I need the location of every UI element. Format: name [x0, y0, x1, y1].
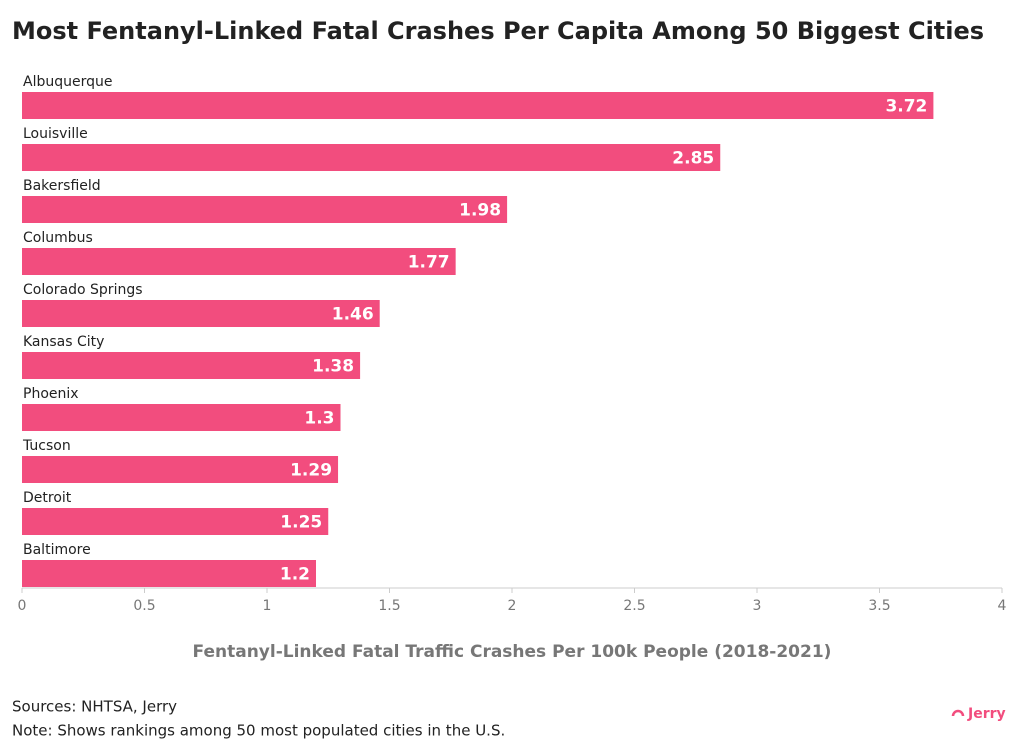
source: Sources: NHTSA, Jerry	[12, 698, 177, 716]
y-tick-label: Albuquerque	[23, 74, 112, 90]
value-label: 2.85	[672, 149, 714, 169]
brand: Jerry	[967, 706, 1006, 722]
y-tick-label: Louisville	[23, 126, 88, 142]
bar	[22, 92, 934, 119]
x-tick-label: 0.5	[133, 598, 155, 614]
bar	[22, 248, 456, 275]
x-tick-label: 3.5	[868, 598, 890, 614]
x-tick-label: 2.5	[623, 598, 645, 614]
y-tick-label: Columbus	[23, 230, 93, 246]
y-tick-label: Baltimore	[23, 542, 91, 558]
x-tick-label: 3	[753, 598, 762, 614]
brand-icon	[951, 709, 965, 717]
value-label: 1.46	[332, 305, 374, 325]
value-label: 1.25	[280, 513, 322, 533]
x-tick-label: 1	[263, 598, 272, 614]
y-tick-label: Kansas City	[23, 334, 104, 350]
bar	[22, 456, 339, 483]
value-label: 1.2	[280, 565, 310, 585]
bar	[22, 352, 361, 379]
x-tick-label: 4	[998, 598, 1007, 614]
bar	[22, 508, 329, 535]
value-label: 1.29	[290, 461, 332, 481]
y-tick-label: Tucson	[22, 438, 71, 454]
value-label: 1.98	[459, 201, 501, 221]
bar	[22, 144, 721, 171]
bar	[22, 300, 380, 327]
bar	[22, 560, 316, 587]
bar	[22, 404, 341, 431]
value-label: 1.38	[312, 357, 354, 377]
x-tick-label: 2	[508, 598, 517, 614]
value-label: 3.72	[885, 97, 927, 117]
value-label: 1.3	[304, 409, 334, 429]
y-tick-label: Phoenix	[23, 386, 79, 402]
note: Note: Shows rankings among 50 most popul…	[12, 722, 505, 740]
x-tick-label: 1.5	[378, 598, 400, 614]
x-tick-label: 0	[18, 598, 27, 614]
bar	[22, 196, 508, 223]
y-tick-label: Bakersfield	[23, 178, 101, 194]
value-label: 1.77	[408, 253, 450, 273]
chart-title: Most Fentanyl-Linked Fatal Crashes Per C…	[12, 17, 984, 45]
y-tick-label: Detroit	[23, 490, 72, 506]
x-axis-label: Fentanyl-Linked Fatal Traffic Crashes Pe…	[193, 642, 832, 662]
y-tick-label: Colorado Springs	[23, 282, 143, 298]
